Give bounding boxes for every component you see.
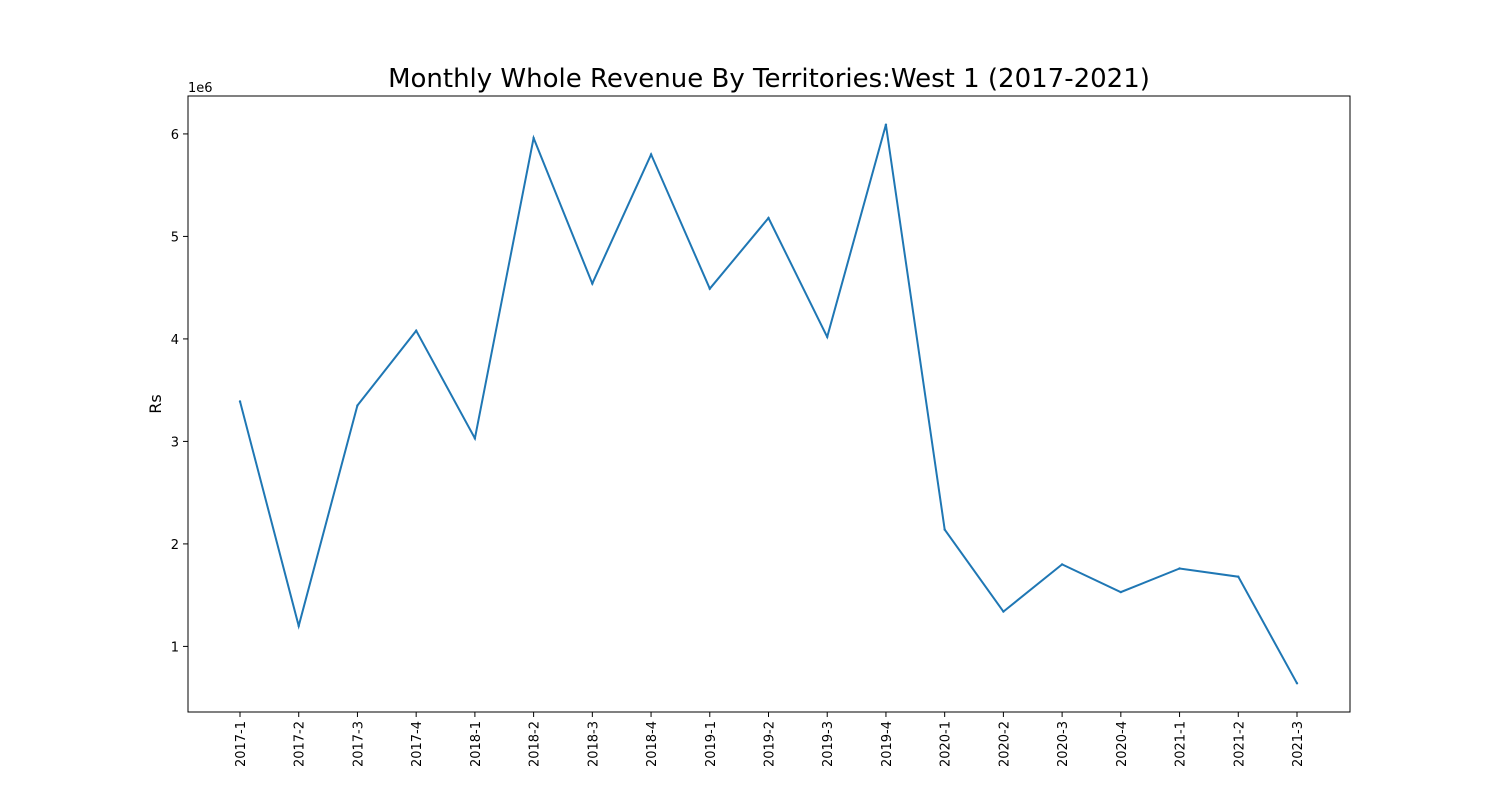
x-tick-label: 2019-1 bbox=[704, 721, 719, 767]
y-tick-label: 2 bbox=[171, 538, 179, 553]
y-tick-label: 5 bbox=[171, 230, 179, 245]
data-point bbox=[473, 437, 477, 440]
x-tick-label: 2018-2 bbox=[528, 721, 543, 767]
y-axis-ticks: 1 2 3 4 5 6 bbox=[171, 128, 188, 655]
y-tick-label: 4 bbox=[171, 333, 179, 348]
y-axis-offset-label: 1e6 bbox=[188, 81, 213, 96]
x-tick-label: 2021-2 bbox=[1232, 721, 1247, 767]
data-point bbox=[297, 624, 300, 628]
x-tick-label: 2020-1 bbox=[939, 721, 954, 767]
y-axis-label: Rs bbox=[146, 394, 165, 413]
x-tick-label: 2017-3 bbox=[351, 721, 366, 767]
x-tick-label: 2017-1 bbox=[234, 721, 249, 767]
x-tick-label: 2019-4 bbox=[880, 721, 895, 767]
x-axis-ticks: 2017-1 2017-2 2017-3 2017-4 2018-1 2018-2 2018… bbox=[234, 712, 1306, 767]
data-point bbox=[1002, 610, 1005, 613]
x-tick-label: 2017-4 bbox=[410, 721, 425, 767]
x-tick-label: 2019-3 bbox=[821, 721, 836, 767]
data-point bbox=[708, 287, 711, 290]
data-point bbox=[826, 335, 829, 339]
data-point bbox=[1060, 563, 1064, 566]
y-tick-label: 6 bbox=[171, 128, 179, 143]
plot-area-frame bbox=[187, 95, 1351, 713]
x-tick-label: 2017-2 bbox=[293, 721, 308, 767]
data-point bbox=[884, 123, 888, 126]
y-tick-label: 1 bbox=[171, 640, 179, 655]
data-point bbox=[414, 329, 418, 332]
data-point bbox=[532, 136, 535, 140]
data-point bbox=[1295, 682, 1299, 685]
x-tick-label: 2020-4 bbox=[1115, 721, 1130, 767]
data-point bbox=[591, 282, 594, 285]
x-tick-label: 2018-1 bbox=[469, 721, 484, 767]
data-point bbox=[1178, 567, 1181, 570]
data-point bbox=[1237, 575, 1240, 578]
x-tick-label: 2021-3 bbox=[1291, 721, 1306, 767]
data-point bbox=[649, 153, 653, 156]
data-point bbox=[943, 528, 946, 531]
data-point bbox=[238, 400, 242, 403]
x-tick-label: 2018-4 bbox=[645, 721, 660, 767]
y-tick-label: 3 bbox=[171, 435, 179, 450]
data-point bbox=[1119, 590, 1123, 594]
data-point bbox=[767, 216, 770, 220]
data-point bbox=[356, 404, 359, 407]
x-tick-label: 2020-3 bbox=[1056, 721, 1071, 767]
chart-title: Monthly Whole Revenue By Territories:Wes… bbox=[388, 64, 1150, 94]
series-line bbox=[239, 124, 1298, 684]
x-tick-label: 2021-1 bbox=[1174, 721, 1189, 767]
x-tick-label: 2018-3 bbox=[586, 721, 601, 767]
series-layer bbox=[238, 123, 1299, 685]
x-tick-label: 2020-2 bbox=[997, 721, 1012, 767]
x-tick-label: 2019-2 bbox=[763, 721, 778, 767]
